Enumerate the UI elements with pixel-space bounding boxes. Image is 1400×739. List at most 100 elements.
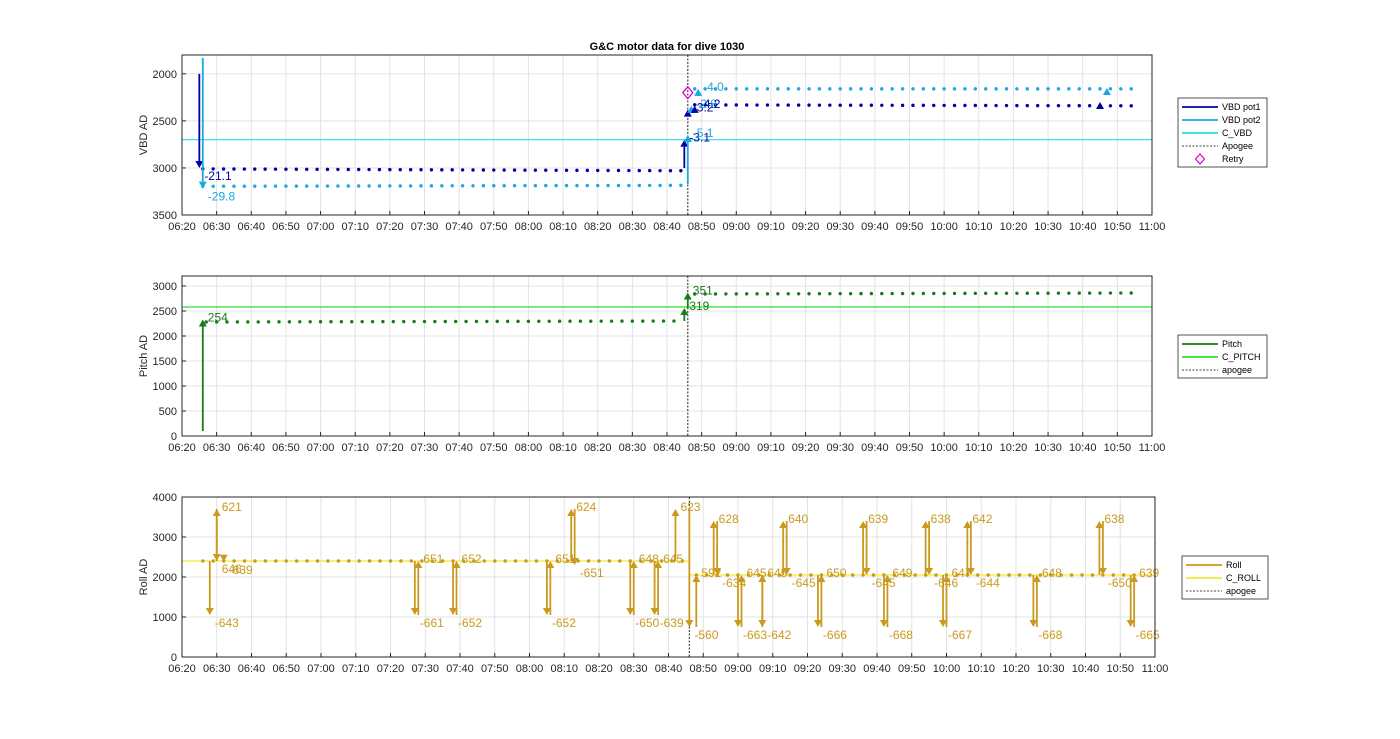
data-point xyxy=(398,167,402,172)
data-point xyxy=(1129,291,1133,295)
arrow-label: 638 xyxy=(931,512,951,526)
data-point xyxy=(1098,87,1102,91)
data-point xyxy=(554,183,558,188)
data-point xyxy=(1087,291,1092,295)
x-tick-label: 08:50 xyxy=(688,442,716,454)
arrow-label: 623 xyxy=(680,500,700,514)
x-tick-label: 08:00 xyxy=(516,663,544,675)
data-point xyxy=(796,292,801,296)
data-point xyxy=(1067,103,1071,108)
x-tick-label: 07:20 xyxy=(377,663,405,675)
data-point xyxy=(679,183,683,188)
data-point xyxy=(1077,104,1081,108)
arrow-label: 652 xyxy=(462,552,482,566)
data-point xyxy=(472,559,476,563)
data-point xyxy=(828,103,832,107)
data-point xyxy=(616,183,621,188)
data-point xyxy=(921,87,926,91)
arrow-head xyxy=(694,88,703,96)
arrow-label: 628 xyxy=(719,512,739,526)
data-point xyxy=(398,184,402,188)
arrow-label: 639 xyxy=(868,512,888,526)
data-point xyxy=(955,573,959,577)
data-point xyxy=(284,559,288,563)
arrow-head xyxy=(859,521,868,528)
data-point xyxy=(589,319,593,323)
data-point xyxy=(235,320,240,324)
data-point xyxy=(911,103,915,108)
data-point xyxy=(318,320,323,324)
data-point xyxy=(524,559,528,563)
data-point xyxy=(263,167,267,171)
data-point xyxy=(1077,87,1081,91)
data-point xyxy=(242,167,247,171)
arrow-head xyxy=(1130,575,1139,582)
data-point xyxy=(388,184,392,188)
x-tick-label: 09:50 xyxy=(896,442,924,454)
arrow-head xyxy=(1126,620,1135,627)
arrow-label: -643 xyxy=(215,616,239,630)
x-tick-label: 09:00 xyxy=(723,221,751,233)
x-tick-label: 08:40 xyxy=(655,663,683,675)
data-point xyxy=(859,103,863,107)
data-point xyxy=(942,87,946,91)
data-point xyxy=(963,87,967,91)
arrow-label: 650 xyxy=(826,566,846,580)
legend-label: apogee xyxy=(1222,365,1252,375)
x-tick-label: 09:10 xyxy=(757,221,785,233)
arrow-head xyxy=(629,561,638,568)
x-tick-label: 08:20 xyxy=(584,442,612,454)
data-point xyxy=(578,319,583,323)
arrow-label: -663 xyxy=(743,628,767,642)
x-tick-label: 10:10 xyxy=(965,442,993,454)
x-tick-label: 08:10 xyxy=(549,442,577,454)
data-point xyxy=(778,573,782,577)
data-point xyxy=(523,168,527,172)
data-point xyxy=(409,559,414,563)
data-point xyxy=(661,319,666,323)
data-point xyxy=(1090,573,1095,577)
data-point xyxy=(786,87,790,91)
data-point xyxy=(767,573,771,577)
arrow-label: -665 xyxy=(1136,628,1160,642)
data-point xyxy=(1046,291,1050,295)
x-tick-label: 09:30 xyxy=(828,663,856,675)
data-point xyxy=(658,183,662,188)
data-point xyxy=(350,319,354,324)
data-point xyxy=(892,573,897,577)
arrow-head xyxy=(410,608,419,615)
data-point xyxy=(1087,104,1092,108)
x-tick-label: 08:10 xyxy=(549,221,577,233)
x-tick-label: 09:10 xyxy=(759,663,787,675)
data-point xyxy=(221,167,226,171)
data-point xyxy=(378,559,382,563)
data-point xyxy=(693,87,697,91)
x-tick-label: 10:20 xyxy=(1000,221,1028,233)
arrow-label: 621 xyxy=(222,500,242,514)
x-tick-label: 08:00 xyxy=(515,221,543,233)
data-point xyxy=(986,573,990,577)
data-point xyxy=(734,292,738,296)
legend-label: apogee xyxy=(1226,586,1256,596)
data-point xyxy=(830,573,834,577)
data-point xyxy=(450,184,454,188)
data-point xyxy=(402,319,406,324)
data-point xyxy=(253,167,257,171)
data-point xyxy=(796,87,801,91)
data-point xyxy=(599,319,603,323)
data-point xyxy=(274,559,278,563)
data-point xyxy=(336,559,341,563)
data-point xyxy=(786,292,790,296)
data-point xyxy=(1080,573,1084,577)
arrow-head xyxy=(690,105,699,113)
data-point xyxy=(932,291,936,296)
data-point xyxy=(277,320,281,324)
data-point xyxy=(225,320,229,324)
data-point xyxy=(952,103,957,108)
data-point xyxy=(1122,573,1126,577)
x-tick-label: 10:00 xyxy=(930,442,958,454)
data-point xyxy=(807,103,811,107)
data-point xyxy=(973,103,978,108)
